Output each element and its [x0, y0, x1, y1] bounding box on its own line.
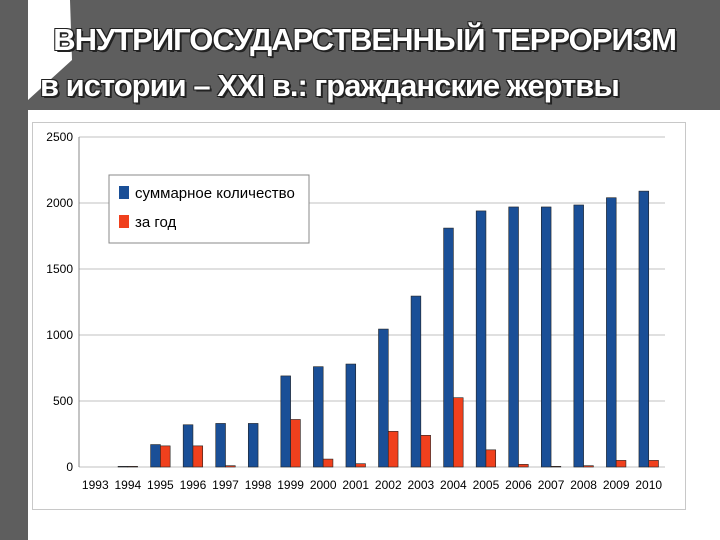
bar-per-year	[290, 419, 301, 468]
y-tick-label: 2000	[46, 196, 73, 210]
bar-total	[508, 206, 519, 468]
bar-per-year	[192, 445, 204, 468]
y-tick-label: 500	[53, 394, 73, 408]
bar-total	[313, 366, 324, 468]
bar-per-year	[518, 464, 529, 468]
legend-swatch-per-year	[119, 215, 129, 228]
bar-per-year	[550, 466, 562, 468]
slide-left-band	[0, 0, 28, 540]
bar-total	[345, 363, 357, 468]
legend-swatch-total	[119, 186, 129, 199]
bar-total	[443, 227, 454, 468]
bar-total	[150, 444, 161, 468]
bar-per-year	[453, 397, 464, 468]
bar-per-year	[160, 445, 171, 468]
bar-total	[606, 197, 617, 468]
chart-frame: 0 500 1000 1500 2000 2500 1993 1994 1995 1996 1997…	[32, 122, 686, 510]
bar-per-year	[127, 466, 138, 468]
bar-per-year	[225, 465, 236, 468]
y-tick-label: 1000	[46, 328, 73, 342]
bar-total	[280, 375, 291, 468]
bar-per-year	[387, 431, 399, 468]
bar-total	[182, 424, 194, 468]
x-tick-label: 1998	[245, 478, 272, 492]
x-tick-label: 2006	[505, 478, 532, 492]
bar-total	[247, 423, 259, 468]
x-tick-label: 2001	[342, 478, 369, 492]
bar-total	[117, 466, 129, 468]
bar-total	[573, 204, 584, 468]
bar-per-year	[648, 460, 659, 468]
x-tick-label: 1995	[147, 478, 174, 492]
x-tick-label: 2009	[603, 478, 630, 492]
bar-total	[638, 190, 650, 468]
bar-total	[215, 423, 226, 468]
x-tick-label: 2008	[570, 478, 597, 492]
x-tick-label: 1997	[212, 478, 239, 492]
legend-label-total: суммарное количество	[135, 185, 295, 202]
bar-total	[378, 328, 389, 468]
bar-per-year	[485, 449, 497, 468]
x-tick-label: 2007	[538, 478, 565, 492]
x-tick-label: 2005	[473, 478, 500, 492]
x-tick-label: 2010	[635, 478, 662, 492]
x-tick-label: 2000	[310, 478, 337, 492]
bar-per-year	[355, 463, 366, 468]
y-tick-label: 1500	[46, 262, 73, 276]
x-tick-label: 1996	[180, 478, 207, 492]
bar-total	[475, 210, 487, 468]
x-tick-label: 1993	[82, 478, 109, 492]
y-tick-label: 2500	[46, 130, 73, 144]
slide-title-line2: в истории – XXI в.: гражданские жертвы	[40, 68, 620, 103]
y-tick-label: 0	[66, 460, 73, 474]
bar-total	[410, 295, 422, 468]
x-tick-label: 1999	[277, 478, 304, 492]
bar-per-year	[615, 460, 627, 468]
x-tick-label: 2002	[375, 478, 402, 492]
slide-title-line1: ВНУТРИГОСУДАРСТВЕННЫЙ ТЕРРОРИЗМ	[53, 22, 677, 57]
x-tick-label: 1994	[114, 478, 141, 492]
bar-per-year	[420, 435, 431, 468]
x-tick-label: 2004	[440, 478, 467, 492]
bar-per-year	[322, 458, 334, 468]
x-tick-label: 2003	[407, 478, 434, 492]
legend-label-per-year: за год	[135, 214, 177, 231]
bar-total	[540, 206, 552, 468]
bar-per-year	[583, 465, 594, 468]
legend-box	[108, 174, 310, 244]
bar-chart: 0 500 1000 1500 2000 2500 1993 1994 1995 1996 1997…	[46, 130, 665, 492]
